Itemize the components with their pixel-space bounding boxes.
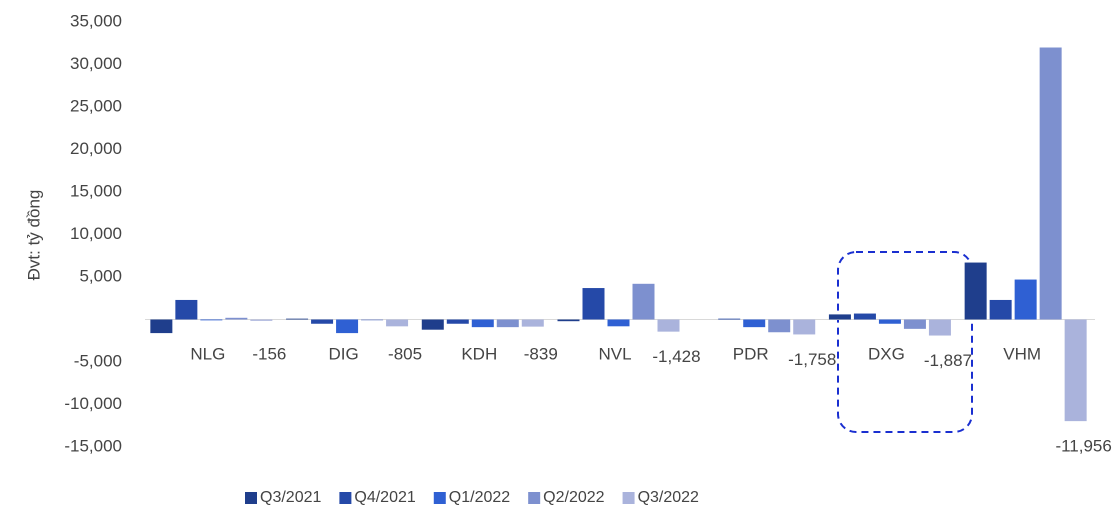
legend-label: Q2/2022 [543,489,604,506]
y-tick-label: 30,000 [70,54,122,73]
bar [878,319,901,324]
highlight-box [837,251,973,433]
bar [582,288,605,320]
bar [421,319,444,330]
x-tick-label: VHM [1003,344,1041,363]
bar [311,319,334,324]
y-tick-label: 15,000 [70,181,122,200]
y-axis-label: Đvt: tỷ đồng [24,190,43,281]
bar [446,319,469,324]
legend-swatch [622,492,635,504]
bar [1064,319,1087,422]
legend-swatch [528,492,541,504]
bar [471,319,494,328]
bar [250,319,273,321]
bar [496,319,519,328]
data-label: -1,758 [788,350,836,369]
y-tick-label: -10,000 [64,394,122,413]
x-tick-label: NLG [190,344,225,363]
bar [1014,279,1037,320]
bar [903,319,926,329]
y-tick-label: 5,000 [79,266,122,285]
legend-label: Q3/2021 [260,489,321,506]
data-label: -11,956 [1055,437,1111,456]
x-tick-label: PDR [733,344,769,363]
bar [175,299,198,320]
bar [718,318,741,320]
bar [386,319,409,327]
bar [521,319,544,327]
legend-swatch [339,492,352,504]
bar [150,319,173,334]
y-tick-label: 35,000 [70,11,122,30]
bar [828,314,851,320]
data-label: -1,887 [924,351,972,370]
data-label: -1,428 [652,347,700,366]
bar [964,262,987,320]
bar [1039,47,1062,320]
bar [657,319,680,332]
x-tick-label: KDH [461,344,497,363]
bar [286,318,309,320]
bar [768,319,791,333]
x-tick-label: NVL [598,344,631,363]
bar [361,319,384,321]
bar [607,319,630,327]
bar [632,283,655,320]
legend-swatch [245,492,257,504]
bar [557,319,580,322]
bar [989,299,1012,320]
bar [928,319,951,336]
bar [200,319,223,321]
legend-label: Q1/2022 [449,489,510,506]
data-label: -805 [388,344,422,363]
y-tick-label: -15,000 [64,436,122,455]
y-tick-label: -5,000 [74,351,122,370]
y-tick-label: 25,000 [70,96,122,115]
x-tick-label: DIG [328,344,358,363]
legend-swatch [433,492,446,504]
bar [225,317,248,320]
bar [853,313,876,320]
bar [336,319,359,334]
legend: Q3/2021 Q4/2021 Q1/2022 Q2/2022 Q3/2022 [245,489,699,506]
bar [793,319,816,335]
x-tick-label: DXG [868,344,905,363]
legend-label: Q4/2021 [354,489,415,506]
data-label: -839 [524,344,558,363]
legend-label: Q3/2022 [638,489,699,506]
bar [743,319,766,328]
y-tick-label: 10,000 [70,224,122,243]
data-label: -156 [252,344,286,363]
y-tick-label: 20,000 [70,139,122,158]
